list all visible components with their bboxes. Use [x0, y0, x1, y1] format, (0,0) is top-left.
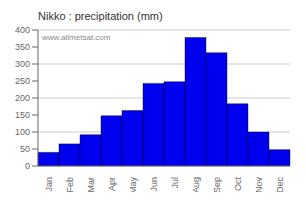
svg-text:Dec: Dec [275, 177, 285, 192]
svg-text:May: May [128, 177, 138, 192]
svg-text:Nov: Nov [254, 177, 264, 192]
html-text:Nikko : precipitation (mm): Nikko : precipitation (mm) [38, 10, 163, 22]
svg-text:150: 150 [15, 110, 30, 120]
svg-text:Oct: Oct [233, 177, 243, 192]
svg-text:Feb: Feb [65, 177, 75, 192]
svg-text:Jan: Jan [44, 177, 54, 192]
svg-text:Mar: Mar [86, 177, 96, 192]
svg-text:400: 400 [15, 25, 30, 35]
svg-text:Jun: Jun [149, 177, 159, 192]
svg-text:Sep: Sep [212, 177, 222, 192]
svg-text:0: 0 [25, 161, 30, 171]
svg-text:300: 300 [15, 59, 30, 69]
svg-text:200: 200 [15, 93, 30, 103]
html-text:www.allmetsat.com: www.allmetsat.com [42, 33, 111, 42]
svg-text:Apr: Apr [107, 177, 117, 191]
svg-text:50: 50 [20, 144, 30, 154]
svg-text:Jul: Jul [170, 177, 180, 189]
svg-text:Aug: Aug [191, 177, 201, 192]
svg-text:350: 350 [15, 42, 30, 52]
svg-text:100: 100 [15, 127, 30, 137]
svg-text:250: 250 [15, 76, 30, 86]
